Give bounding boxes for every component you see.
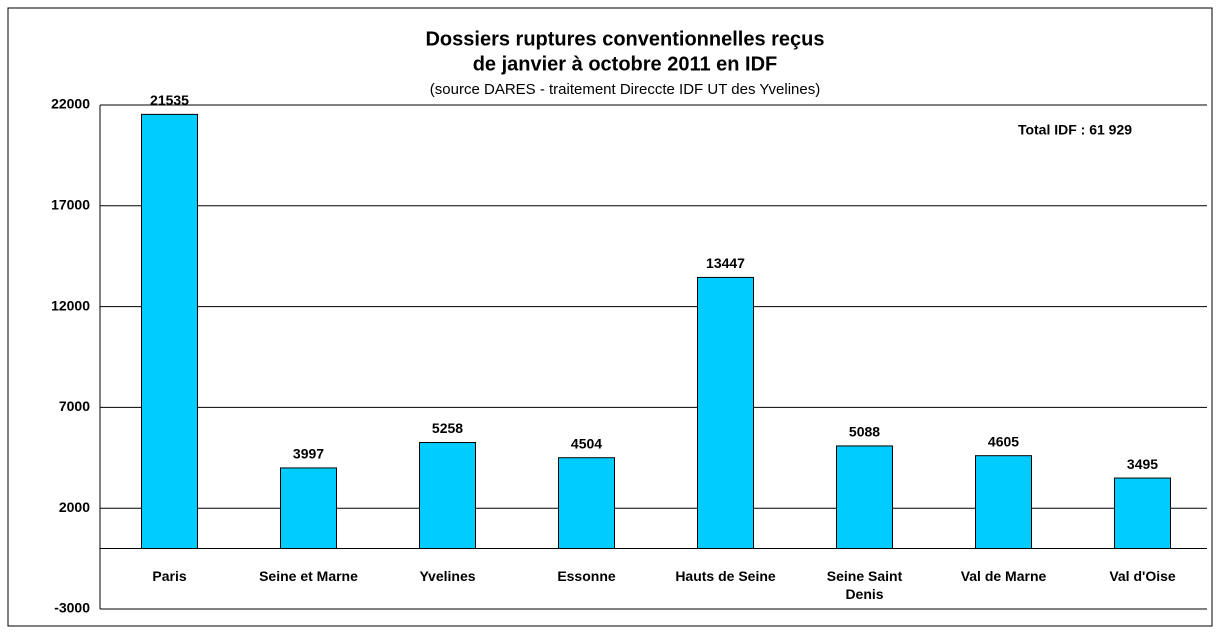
bar	[558, 457, 615, 550]
data-label: 5088	[849, 424, 880, 440]
data-label: 5258	[432, 420, 463, 436]
y-tick-label: 12000	[51, 297, 90, 313]
chart-title: de janvier à octobre 2011 en IDF	[473, 53, 778, 75]
annotation: Total IDF : 61 929	[1018, 122, 1132, 138]
bar	[836, 445, 893, 550]
y-tick-label: 2000	[59, 499, 90, 515]
y-tick-label: 22000	[51, 96, 90, 112]
data-label: 3997	[293, 446, 324, 462]
data-label: 4605	[988, 433, 1019, 449]
data-label: 21535	[150, 92, 189, 108]
x-tick-label: Essonne	[557, 567, 616, 584]
bar	[280, 467, 337, 550]
chart-frame	[7, 7, 1213, 627]
chart-subtitle: (source DARES - traitement Direccte IDF …	[430, 81, 820, 98]
bar	[697, 276, 754, 550]
x-tick-label: Paris	[152, 567, 187, 584]
chart-title: Dossiers ruptures conventionnelles reçus	[425, 28, 824, 50]
x-tick-label: Seine Saint Denis	[826, 567, 903, 602]
x-tick-label: Seine et Marne	[259, 567, 358, 584]
x-tick-label: Val de Marne	[960, 567, 1047, 584]
bar	[975, 455, 1032, 550]
bar	[1114, 477, 1171, 550]
x-tick-label: Hauts de Seine	[675, 567, 776, 584]
bar	[141, 113, 198, 550]
data-label: 3495	[1127, 456, 1158, 472]
y-tick-label: -3000	[54, 600, 90, 616]
y-tick-label: 7000	[59, 398, 90, 414]
data-label: 4504	[571, 435, 602, 451]
bar	[419, 442, 476, 550]
data-label: 13447	[706, 255, 745, 271]
x-tick-label: Val d'Oise	[1109, 567, 1176, 584]
x-tick-label: Yvelines	[419, 567, 476, 584]
y-tick-label: 17000	[51, 197, 90, 213]
